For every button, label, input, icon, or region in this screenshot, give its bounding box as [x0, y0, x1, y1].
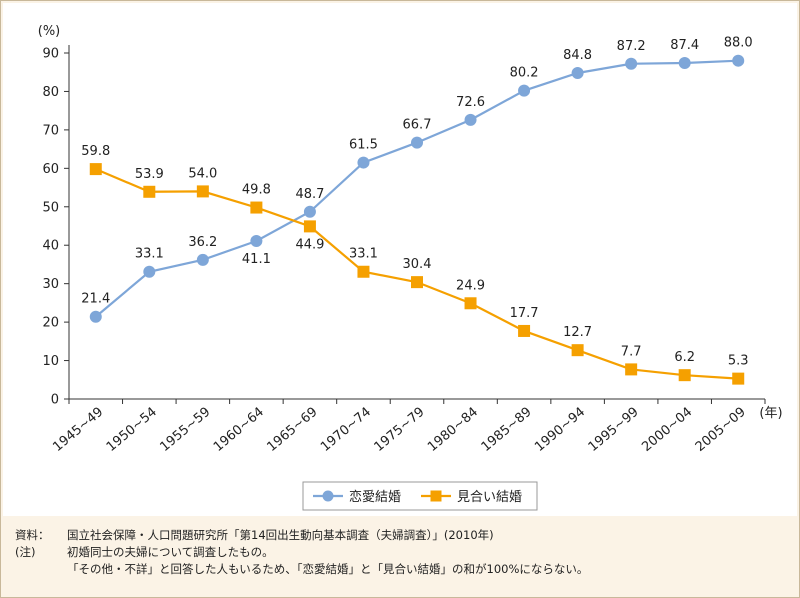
data-label: 54.0 — [188, 166, 217, 181]
note-line-1: (注) 初婚同士の夫婦について調査したもの。 — [15, 544, 785, 561]
data-point — [678, 56, 691, 69]
y-tick-label: 40 — [42, 239, 59, 254]
y-tick-label: 80 — [42, 85, 59, 100]
y-tick-label: 50 — [42, 200, 59, 215]
data-point — [89, 163, 102, 176]
legend-marker — [430, 490, 442, 502]
data-point — [518, 84, 531, 97]
data-label: 59.8 — [81, 144, 110, 159]
y-unit-label: (%) — [38, 24, 61, 39]
legend-label: 見合い結婚 — [457, 490, 522, 505]
y-tick-label: 90 — [42, 47, 59, 62]
y-tick-label: 70 — [42, 123, 59, 138]
y-tick-label: 30 — [42, 277, 59, 292]
data-label: 21.4 — [81, 292, 110, 307]
data-point — [411, 276, 423, 289]
data-label: 87.2 — [617, 39, 646, 54]
data-label: 88.0 — [724, 36, 753, 51]
x-tick-label: 1945~49 — [50, 405, 106, 455]
x-tick-label: 1975~79 — [372, 405, 428, 455]
data-label: 41.1 — [242, 252, 271, 267]
note-text-2: 「その他・不詳」と回答した人もいるため、「恋愛結婚」と「見合い結婚」の和が100… — [67, 562, 589, 576]
data-point — [303, 205, 316, 218]
x-tick-label: 2000~04 — [639, 405, 695, 455]
line-chart: 0 10 20 30 40 50 60 70 80 90 (%) 1945~491950~541955… — [38, 24, 783, 511]
data-point — [678, 369, 691, 382]
data-label: 61.5 — [349, 138, 378, 153]
data-point — [464, 113, 477, 126]
source-note: 資料： 国立社会保障・人口問題研究所「第14回出生動向基本調査（夫婦調査）」(2… — [15, 527, 785, 544]
data-label: 36.2 — [188, 235, 217, 250]
data-label: 24.9 — [456, 278, 485, 293]
note-text-1: 初婚同士の夫婦について調査したもの。 — [67, 545, 274, 559]
source-key: 資料： — [15, 528, 50, 542]
data-label: 87.4 — [670, 38, 699, 53]
x-unit-label: (年) — [759, 406, 782, 421]
source-text: 国立社会保障・人口問題研究所「第14回出生動向基本調査（夫婦調査）」(2010年… — [67, 528, 494, 542]
data-label: 49.8 — [242, 183, 271, 198]
data-point — [571, 344, 584, 357]
data-point — [625, 363, 638, 376]
y-tick-label: 0 — [51, 393, 59, 408]
data-point — [732, 54, 745, 67]
note-key: (注) — [15, 545, 36, 559]
data-point — [571, 66, 584, 79]
figure-notes: 資料： 国立社会保障・人口問題研究所「第14回出生動向基本調査（夫婦調査）」(2… — [15, 527, 785, 578]
data-point — [357, 156, 370, 169]
data-label: 6.2 — [674, 350, 695, 365]
x-tick-label: 2005~09 — [693, 405, 749, 455]
data-point — [732, 372, 745, 385]
data-point — [357, 265, 370, 278]
data-point — [89, 310, 102, 323]
data-point — [196, 185, 209, 198]
x-tick-label: 1995~99 — [586, 405, 642, 455]
data-label: 5.3 — [728, 354, 749, 369]
data-label: 48.7 — [295, 187, 324, 202]
data-label: 33.1 — [349, 247, 378, 262]
x-tick-label: 1990~94 — [532, 405, 588, 455]
data-label: 44.9 — [295, 237, 324, 252]
data-point — [625, 57, 638, 70]
x-tick-label: 1950~54 — [104, 405, 160, 455]
data-point — [464, 297, 477, 310]
y-tick-label: 10 — [42, 354, 59, 369]
data-point — [250, 234, 263, 247]
x-tick-label: 1980~84 — [425, 405, 481, 455]
x-tick-label: 1960~64 — [211, 405, 267, 455]
data-label: 53.9 — [135, 167, 164, 182]
data-point — [143, 185, 156, 198]
data-label: 12.7 — [563, 325, 592, 340]
data-label: 17.7 — [510, 306, 539, 321]
data-point — [196, 253, 209, 266]
legend-marker — [322, 490, 334, 502]
chart-panel: 0 10 20 30 40 50 60 70 80 90 (%) 1945~49 1950~54 1955… — [3, 3, 797, 516]
legend-label: 恋愛結婚 — [349, 489, 401, 505]
data-point — [303, 220, 316, 233]
x-tick-label: 1955~59 — [157, 405, 213, 455]
data-point — [518, 324, 531, 337]
data-label: 33.1 — [135, 247, 164, 262]
x-tick-label: 1970~74 — [318, 405, 374, 455]
data-label: 66.7 — [403, 118, 432, 133]
data-point — [411, 136, 423, 149]
data-label: 72.6 — [456, 95, 485, 110]
y-tick-label: 60 — [42, 162, 59, 177]
note-line-2: 「その他・不詳」と回答した人もいるため、「恋愛結婚」と「見合い結婚」の和が100… — [15, 561, 785, 578]
data-label: 7.7 — [621, 344, 642, 359]
x-tick-label: 1965~69 — [264, 405, 320, 455]
data-label: 30.4 — [403, 257, 432, 272]
x-tick-label: 1985~89 — [479, 405, 535, 455]
data-point — [250, 201, 263, 214]
data-label: 80.2 — [510, 66, 539, 81]
data-label: 84.8 — [563, 48, 592, 63]
y-tick-label: 20 — [42, 316, 59, 331]
series-line — [95, 168, 739, 380]
data-point — [143, 265, 156, 278]
